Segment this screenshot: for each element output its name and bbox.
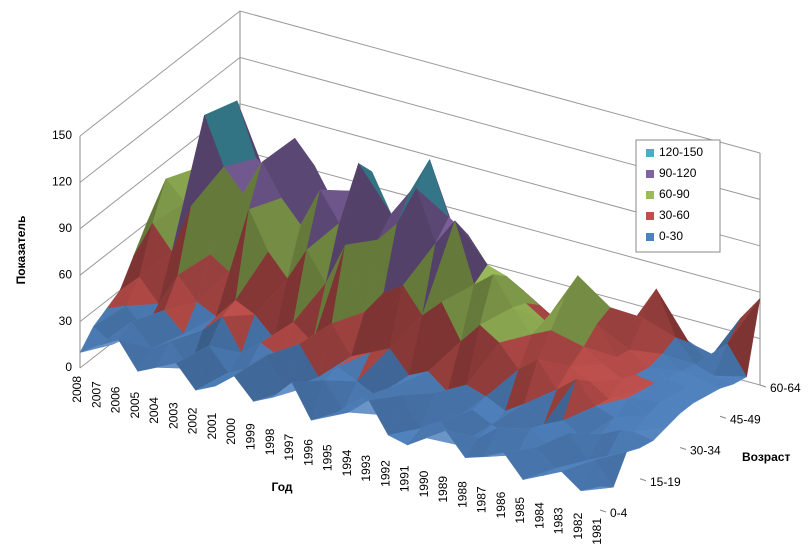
x-tick-label: 1982 [571,512,585,539]
x-tick-label: 1994 [340,449,354,476]
x-tick-label: 2007 [89,381,103,408]
legend-label: 120-150 [659,145,703,159]
x-tick-label: 2006 [109,386,123,413]
y-tick-label: 150 [52,128,72,142]
x-tick-label: 1987 [475,486,489,513]
z-tick-label: 30-34 [690,444,721,458]
x-tick-label: 1981 [590,518,604,545]
z-tick-label: 0-4 [610,506,628,520]
x-tick-label: 1986 [494,491,508,518]
z-tick-label: 15-19 [650,475,681,489]
x-tick-label: 2004 [147,397,161,424]
x-tick-label: 1984 [532,502,546,529]
x-tick-label: 1992 [378,460,392,487]
x-tick-label: 2001 [205,412,219,439]
surface [79,100,761,492]
x-tick-label: 2008 [70,376,84,403]
grid-line [79,10,761,154]
y-tick-label: 90 [59,221,73,235]
y-axis-label: Показатель [14,216,28,285]
surface-facet [580,486,614,492]
y-tick-label: 0 [65,360,72,374]
x-tick-label: 1990 [417,470,431,497]
legend-swatch [646,212,654,220]
x-tick-label: 1998 [263,428,277,455]
legend-swatch [646,170,654,178]
legend-label: 90-120 [659,166,697,180]
x-tick-label: 2003 [166,402,180,429]
x-tick-label: 1991 [398,465,412,492]
x-tick-label: 1993 [359,455,373,482]
y-tick-label: 60 [59,267,73,281]
x-tick-label: 2000 [224,418,238,445]
legend-label: 60-90 [659,187,690,201]
legend: 120-150 90-120 60-90 30-60 0-30 [646,145,703,243]
z-tick-label: 45-49 [730,412,761,426]
legend-label: 30-60 [659,208,690,222]
x-tick-label: 1999 [244,423,258,450]
z-tick [639,478,647,482]
x-tick-label: 1995 [321,444,335,471]
grid-line [79,56,761,200]
x-tick-label: 1989 [436,476,450,503]
z-tick [719,415,727,419]
x-tick-label: 1983 [552,507,566,534]
labels: 0 30 60 90 120 150 2008 2007 2006 2005 2004 2003 200… [52,128,801,545]
x-tick-label: 1996 [301,439,315,466]
z-axis-label: Возраст [742,450,790,464]
legend-label: 0-30 [659,229,683,243]
z-tick [679,447,687,450]
legend-swatch [646,233,654,241]
z-tick-label: 60-64 [770,381,801,395]
z-tick [599,509,607,513]
x-tick-label: 1985 [513,497,527,524]
legend-swatch [646,149,654,157]
z-tick [759,384,767,388]
legend-swatch [646,191,654,199]
y-tick-label: 120 [52,175,72,189]
grid-line [79,103,761,247]
x-tick-label: 2002 [186,407,200,434]
x-tick-label: 1988 [455,481,469,508]
y-tick-label: 30 [59,314,73,328]
x-axis-label: Год [272,480,293,494]
x-tick-label: 2005 [128,391,142,418]
x-tick-label: 1997 [282,434,296,461]
